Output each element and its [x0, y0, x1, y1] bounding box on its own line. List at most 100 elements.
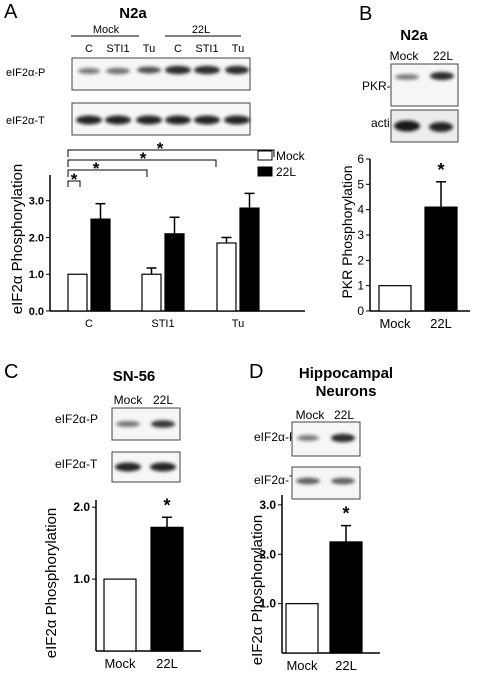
panel-a-significance-mark: *: [71, 170, 78, 189]
panel-d-title-line: Neurons: [316, 383, 377, 400]
y-tick-label: 0: [357, 304, 364, 318]
significance-mark: *: [163, 495, 170, 515]
panel-b-y-axis-label: PKR Phosphorylation: [339, 165, 355, 298]
panel-b-blot-label-actin: actin: [371, 116, 396, 130]
y-tick-label: 1.0: [73, 572, 90, 586]
y-tick-label: 3.0: [259, 498, 276, 512]
panel-c-blot-label-t: eIF2α-T: [55, 457, 98, 471]
x-tick-label: Mock: [286, 658, 318, 673]
panel-d-blot-label-p: eIF2α-P: [254, 430, 297, 444]
bar: [103, 578, 137, 652]
panel-a-blot-phospho: [71, 57, 251, 91]
panel-a-y-axis-label: eIF2α Phosphorylation: [9, 164, 26, 314]
panel-d-chart: 1.0 2.0 3.0 Mock 22L *: [259, 495, 380, 673]
panel-c-chart: 1.0 2.0 Mock 22L *: [73, 495, 201, 671]
bar: [285, 603, 319, 654]
panel-a-lane-label: Tu: [232, 43, 244, 55]
panel-a-legend: Mock 22L: [257, 149, 306, 179]
panel-d-title-line: Hippocampal: [299, 365, 393, 382]
x-tick-label: C: [85, 318, 93, 330]
panel-letter-b: B: [359, 3, 372, 25]
panel-d-lane-label: 22L: [334, 408, 354, 422]
legend-label-22l: 22L: [276, 165, 296, 179]
x-tick-label: 22L: [156, 656, 178, 671]
panel-b: B N2a Mock 22L PKR-P actin 0 1 2 3 4 5 6 Mock 22…: [339, 3, 470, 331]
y-tick-label: 2.0: [259, 547, 276, 561]
panel-a-significance-mark: *: [140, 149, 147, 168]
panel-a-blot-label-t: eIF2α-T: [6, 115, 45, 127]
panel-a-lane-label: STI1: [106, 43, 129, 55]
panel-a-lane-label: C: [174, 43, 182, 55]
panel-c-blot-phospho: [111, 407, 181, 441]
y-tick-label: 5: [357, 177, 364, 191]
significance-mark: *: [342, 504, 349, 524]
bar: [141, 273, 162, 312]
y-tick-label: 1: [357, 279, 364, 293]
panel-c-lane-label: Mock: [114, 393, 144, 407]
panel-c-blot-total: [111, 451, 181, 483]
panel-c-y-axis-label: eIF2α Phosphorylation: [43, 508, 60, 658]
bar: [239, 207, 260, 312]
panel-d: D Hippocampal Neurons Mock 22L eIF2α-P e…: [249, 361, 393, 673]
bar: [90, 218, 111, 312]
bar: [216, 242, 237, 312]
y-tick-label: 2: [357, 253, 364, 267]
panel-b-chart: 0 1 2 3 4 5 6 Mock 22L *: [357, 152, 470, 331]
y-tick-label: 0.0: [29, 306, 44, 318]
panel-d-blot-label-t: eIF2α-T: [254, 473, 297, 487]
panel-c-blot-label-p: eIF2α-P: [55, 412, 98, 426]
y-tick-label: 2.0: [73, 500, 90, 514]
panel-letter-c: C: [4, 361, 18, 383]
legend-label-mock: Mock: [276, 149, 306, 163]
panel-b-blot-pkr: [390, 63, 459, 107]
panel-c-lane-label: 22L: [153, 393, 173, 407]
panel-a-significance-mark: *: [93, 159, 100, 178]
bar: [164, 233, 185, 312]
panel-a-lane-label: C: [85, 43, 93, 55]
panel-d-blot-total: [291, 466, 361, 500]
panel-d-lane-label: Mock: [296, 408, 326, 422]
panel-a-group-label-22l: 22L: [192, 24, 210, 36]
y-tick-label: 6: [357, 152, 364, 166]
panel-b-lane-label: 22L: [433, 49, 453, 63]
panel-a: A N2a Mock 22L C STI1 Tu C STI1 Tu eIF2α…: [4, 1, 306, 330]
panel-b-lane-label: Mock: [390, 49, 420, 63]
bar: [67, 273, 88, 312]
x-tick-label: Tu: [232, 318, 244, 330]
bar: [378, 285, 412, 312]
panel-a-group-label-mock: Mock: [93, 24, 120, 36]
x-tick-label: 22L: [430, 316, 452, 331]
panel-letter-d: D: [249, 361, 263, 383]
panel-c-title: SN-56: [113, 368, 156, 385]
y-tick-label: 2.0: [29, 232, 44, 244]
panel-a-lane-label: Tu: [143, 43, 155, 55]
x-tick-label: Mock: [379, 316, 411, 331]
significance-mark: *: [437, 160, 444, 180]
panel-a-title: N2a: [119, 5, 147, 22]
bar: [329, 541, 363, 654]
panel-a-chart: 0.0 1.0 2.0 3.0 C STI1 Tu: [29, 175, 305, 330]
bar: [424, 206, 458, 312]
y-tick-label: 1.0: [29, 269, 44, 281]
y-tick-label: 4: [357, 203, 364, 217]
y-tick-label: 3: [357, 228, 364, 242]
y-tick-label: 3.0: [29, 196, 44, 208]
x-tick-label: Mock: [104, 656, 136, 671]
panel-a-blot-label-p: eIF2α-P: [6, 67, 45, 79]
legend-swatch-mock: [257, 150, 273, 161]
legend-swatch-22l: [257, 166, 273, 177]
y-tick-label: 1.0: [259, 597, 276, 611]
panel-a-lane-label: STI1: [195, 43, 218, 55]
panel-b-blot-label-pkr: PKR-P: [362, 79, 399, 93]
panel-a-significance-mark: *: [157, 139, 164, 158]
panel-d-blot-phospho: [291, 421, 361, 457]
panel-b-blot-actin: [390, 109, 459, 143]
panel-b-title: N2a: [400, 27, 428, 44]
panel-d-y-axis-label: eIF2α Phosphorylation: [249, 515, 266, 665]
x-tick-label: 22L: [335, 658, 357, 673]
panel-c: C SN-56 Mock 22L eIF2α-P eIF2α-T 1.0 2.0 M…: [4, 361, 201, 671]
bar: [150, 526, 184, 652]
panel-letter-a: A: [4, 1, 18, 23]
panel-a-blot-total: [71, 102, 251, 136]
